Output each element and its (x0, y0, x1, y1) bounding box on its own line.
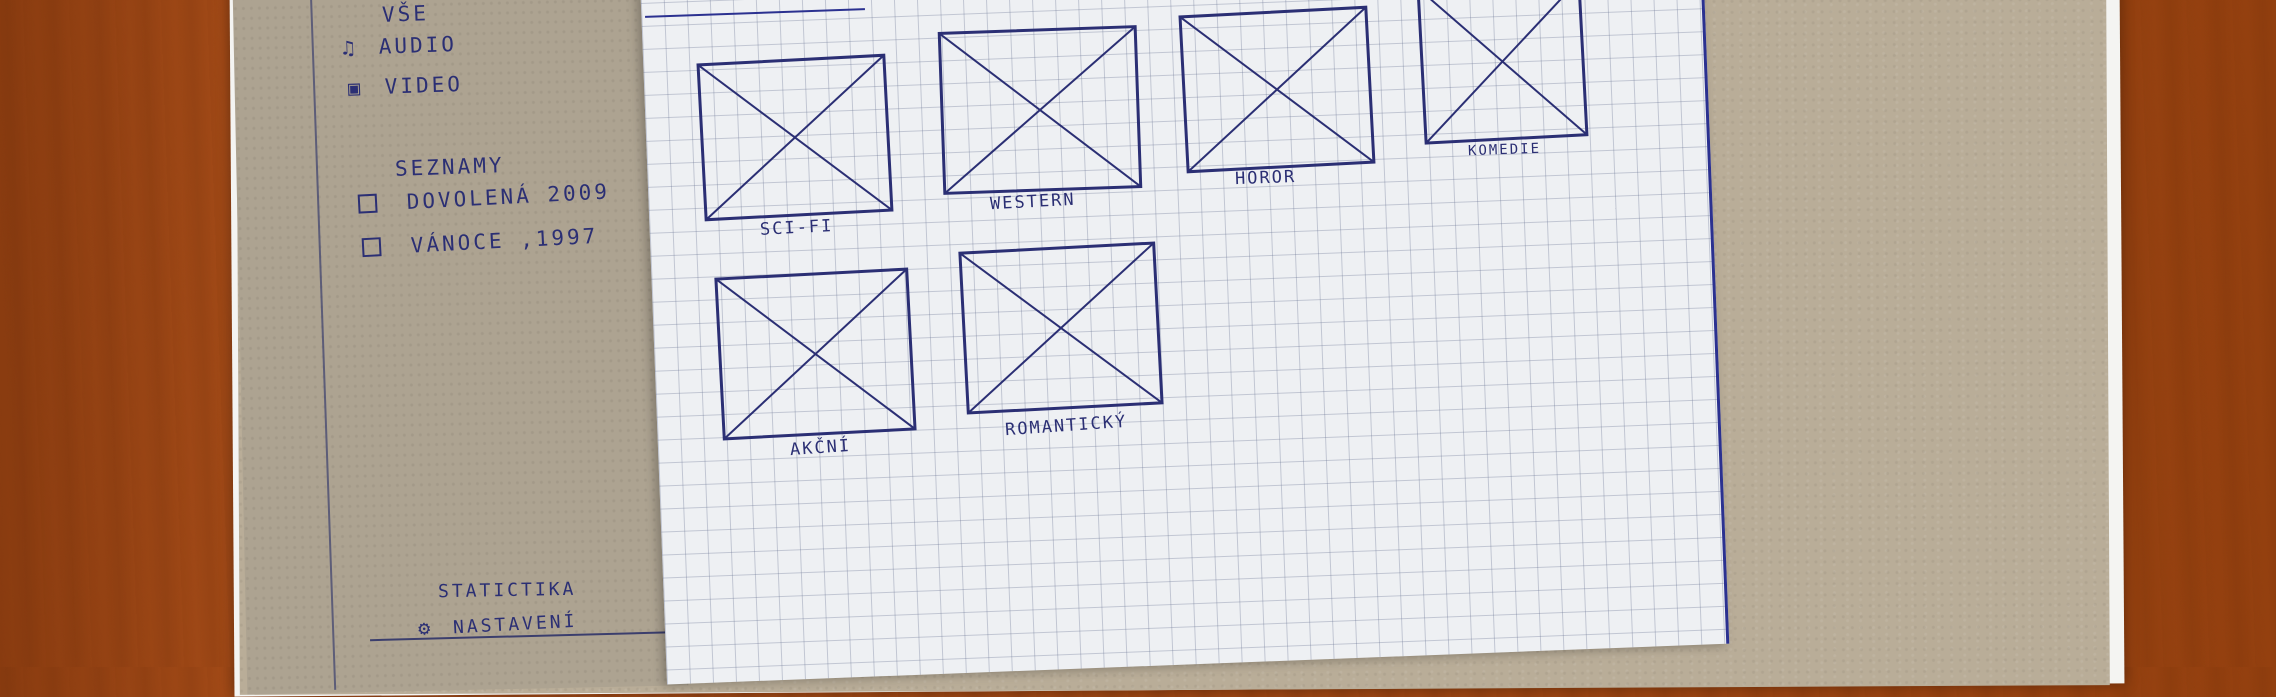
checkbox-icon[interactable] (361, 237, 382, 258)
genre-label-akcni: AKČNÍ (789, 435, 852, 461)
nav-label-all: VŠE (381, 1, 430, 27)
stats-label: STATICTIKA (437, 578, 577, 603)
music-note-icon: ♫ (341, 35, 358, 60)
genre-tile-western[interactable] (937, 25, 1143, 197)
image-placeholder-icon (937, 25, 1143, 195)
nav-label-video: VIDEO (384, 72, 464, 99)
stats-link[interactable]: STATICTIKA (438, 579, 577, 602)
image-placeholder-icon (696, 53, 894, 222)
image-placeholder-icon (958, 241, 1164, 415)
genre-tile-akcni[interactable] (714, 267, 917, 442)
video-camera-icon: ▣ (347, 75, 364, 100)
nav-item-all[interactable]: VŠE (382, 1, 430, 27)
image-placeholder-icon (714, 267, 917, 441)
nav-label-audio: AUDIO (378, 32, 458, 59)
image-placeholder-icon (1416, 0, 1589, 145)
genre-tile-romanticky[interactable] (958, 241, 1164, 416)
lists-heading: SEZNAMY (395, 153, 505, 181)
nav-item-audio[interactable]: ♫ AUDIO (342, 32, 458, 60)
nav-item-video[interactable]: ▣ VIDEO (348, 72, 464, 100)
genre-label-komedie: KOMEDIE (1467, 140, 1542, 160)
gear-icon: ⚙ (417, 615, 434, 641)
genre-label-scifi: SCI-FI (759, 216, 834, 240)
checkbox-icon[interactable] (357, 193, 378, 214)
genre-tile-horor[interactable] (1178, 5, 1376, 175)
image-placeholder-icon (1178, 5, 1376, 174)
genre-tile-komedie[interactable] (1416, 0, 1589, 146)
genre-label-horor: HOROR (1234, 166, 1297, 190)
genre-tile-scifi[interactable] (696, 53, 894, 223)
lists-heading-label: SEZNAMY (394, 153, 505, 181)
